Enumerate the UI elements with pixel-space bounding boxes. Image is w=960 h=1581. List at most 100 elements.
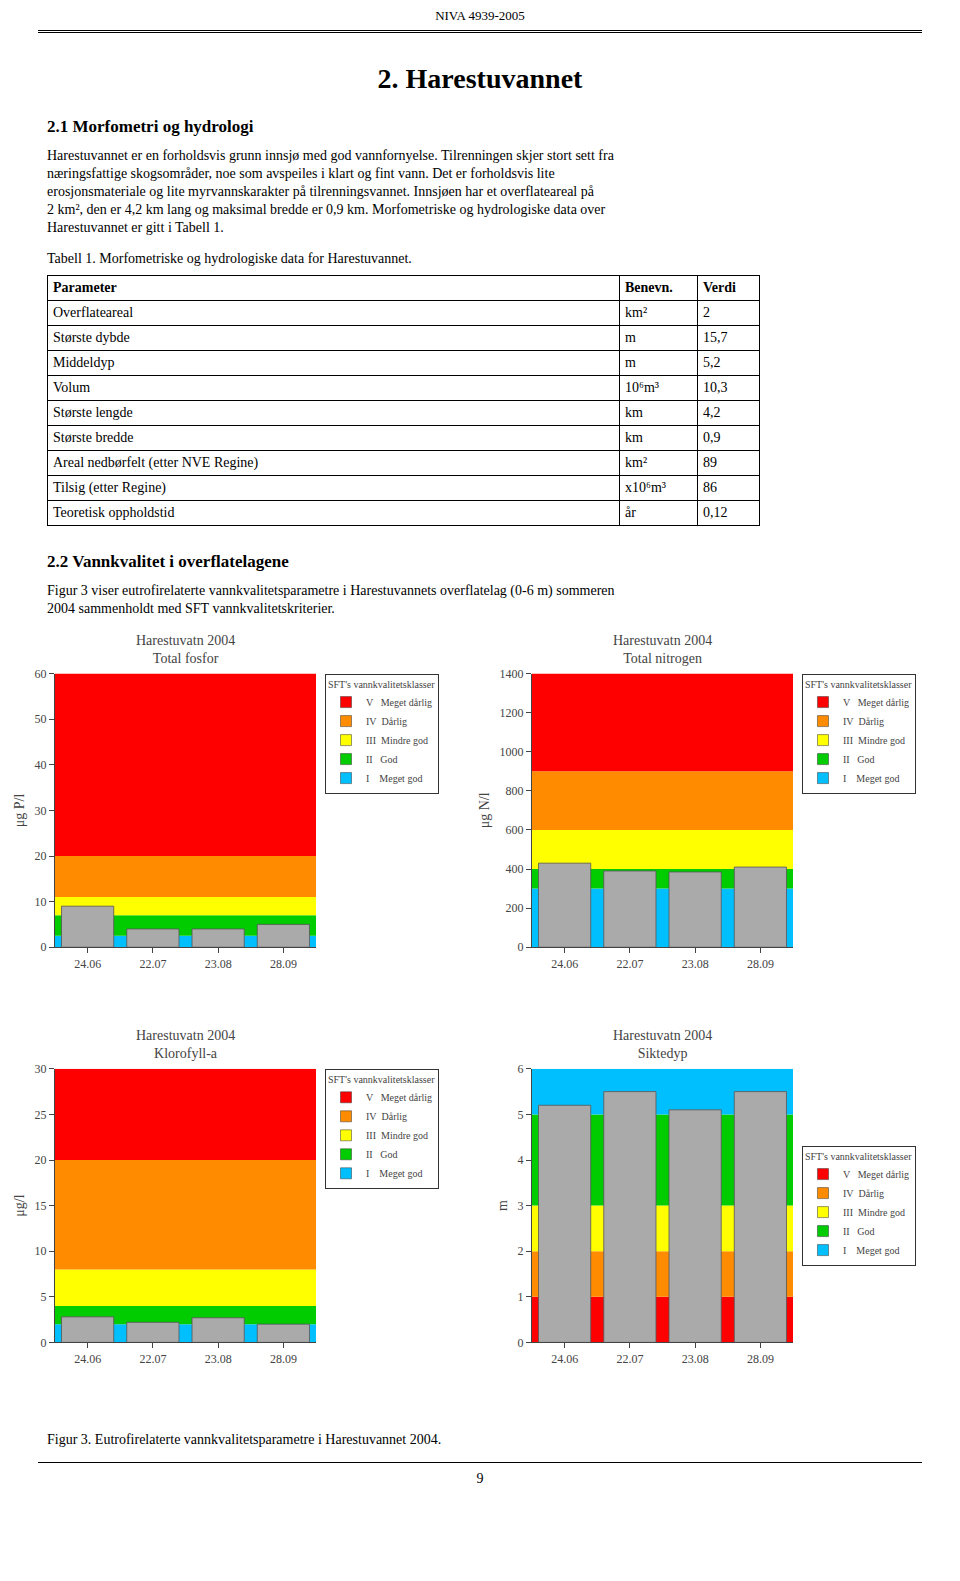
svg-text:SFT's vannkvalitetsklasser: SFT's vannkvalitetsklasser bbox=[805, 1151, 912, 1162]
html-text:Harestuvannet er en forholdsvi: Harestuvannet er en forholdsvis grunn in… bbox=[47, 148, 614, 163]
svg-text:23.08: 23.08 bbox=[682, 1352, 709, 1366]
html-text:Middeldyp: Middeldyp bbox=[53, 355, 115, 370]
svg-text:0: 0 bbox=[518, 1336, 524, 1350]
svg-text:1200: 1200 bbox=[500, 706, 524, 720]
html-text:15,7: 15,7 bbox=[703, 330, 728, 345]
html-text:Parameter: Parameter bbox=[53, 280, 117, 295]
svg-text:III Mindre god: III Mindre god bbox=[843, 735, 905, 746]
html-text:km²: km² bbox=[625, 305, 648, 320]
svg-text:I Meget god: I Meget god bbox=[366, 773, 422, 784]
svg-text:28.09: 28.09 bbox=[270, 1352, 297, 1366]
svg-text:24.06: 24.06 bbox=[551, 957, 578, 971]
svg-text:40: 40 bbox=[35, 758, 47, 772]
svg-text:IV Dårlig: IV Dårlig bbox=[843, 1188, 884, 1199]
svg-text:10: 10 bbox=[35, 895, 47, 909]
svg-text:24.06: 24.06 bbox=[74, 957, 101, 971]
svg-text:24.06: 24.06 bbox=[74, 1352, 101, 1366]
svg-text:22.07: 22.07 bbox=[139, 957, 166, 971]
svg-text:IV Dårlig: IV Dårlig bbox=[366, 1111, 407, 1122]
html-text:2.1 Morfometri og hydrologi: 2.1 Morfometri og hydrologi bbox=[47, 117, 254, 136]
svg-text:V Meget dårlig: V Meget dårlig bbox=[366, 697, 432, 708]
svg-text:0: 0 bbox=[41, 940, 47, 954]
svg-text:Harestuvatn 2004Total nitrogen: Harestuvatn 2004Total nitrogen bbox=[613, 633, 712, 666]
html-text:Benevn.: Benevn. bbox=[625, 280, 673, 295]
svg-text:6: 6 bbox=[518, 1062, 524, 1076]
svg-text:50: 50 bbox=[35, 712, 47, 726]
svg-text:II God: II God bbox=[366, 754, 397, 765]
svg-text:400: 400 bbox=[506, 862, 524, 876]
svg-text:24.06: 24.06 bbox=[551, 1352, 578, 1366]
svg-text:SFT's vannkvalitetsklasser: SFT's vannkvalitetsklasser bbox=[328, 679, 435, 690]
svg-text:2: 2 bbox=[518, 1244, 524, 1258]
svg-text:1400: 1400 bbox=[500, 667, 524, 681]
svg-text:20: 20 bbox=[35, 1153, 47, 1167]
svg-text:I Meget god: I Meget god bbox=[843, 773, 899, 784]
html-text:NIVA 4939-2005: NIVA 4939-2005 bbox=[435, 8, 525, 23]
svg-text:III Mindre god: III Mindre god bbox=[366, 1130, 428, 1141]
html-text:10⁶m³: 10⁶m³ bbox=[625, 380, 659, 395]
html-text:Største lengde: Største lengde bbox=[53, 405, 133, 420]
html-text:2.2 Vannkvalitet i overflatela: 2.2 Vannkvalitet i overflatelagene bbox=[47, 552, 289, 571]
svg-text:28.09: 28.09 bbox=[747, 957, 774, 971]
html-text:næringsfattige skogsområder, n: næringsfattige skogsområder, noe som avs… bbox=[47, 166, 555, 181]
svg-text:III Mindre god: III Mindre god bbox=[366, 735, 428, 746]
svg-text:23.08: 23.08 bbox=[205, 957, 232, 971]
svg-text:Harestuvatn 2004Total fosfor: Harestuvatn 2004Total fosfor bbox=[136, 633, 235, 666]
svg-text:V Meget dårlig: V Meget dårlig bbox=[843, 1169, 909, 1180]
html-text:Overflateareal: Overflateareal bbox=[53, 305, 134, 320]
svg-text:m: m bbox=[495, 1200, 510, 1211]
svg-text:Harestuvatn 2004Klorofyll-a: Harestuvatn 2004Klorofyll-a bbox=[136, 1028, 235, 1061]
html-text:2 km², den er 4,2 km lang og m: 2 km², den er 4,2 km lang og maksimal br… bbox=[47, 202, 606, 217]
svg-text:15: 15 bbox=[35, 1199, 47, 1213]
svg-text:60: 60 bbox=[35, 667, 47, 681]
svg-text:μg P/l: μg P/l bbox=[12, 794, 27, 828]
svg-text:0: 0 bbox=[518, 940, 524, 954]
html-text:erosjonsmateriale og lite myrv: erosjonsmateriale og lite myrvannskarakt… bbox=[47, 184, 594, 199]
html-text:Volum: Volum bbox=[53, 380, 91, 395]
svg-text:V Meget dårlig: V Meget dårlig bbox=[843, 697, 909, 708]
svg-text:22.07: 22.07 bbox=[616, 957, 643, 971]
svg-text:1000: 1000 bbox=[500, 745, 524, 759]
svg-text:3: 3 bbox=[518, 1199, 524, 1213]
svg-text:II God: II God bbox=[843, 1226, 874, 1237]
svg-text:25: 25 bbox=[35, 1108, 47, 1122]
html-text:Tabell 1. Morfometriske og hyd: Tabell 1. Morfometriske og hydrologiske … bbox=[47, 251, 412, 266]
svg-text:30: 30 bbox=[35, 804, 47, 818]
svg-text:II God: II God bbox=[366, 1149, 397, 1160]
svg-text:V Meget dårlig: V Meget dårlig bbox=[366, 1092, 432, 1103]
svg-text:μg/l: μg/l bbox=[12, 1194, 27, 1216]
html-text:5,2: 5,2 bbox=[703, 355, 721, 370]
html-text:Største dybde: Største dybde bbox=[53, 330, 130, 345]
svg-text:IV Dårlig: IV Dårlig bbox=[366, 716, 407, 727]
html-text:10,3: 10,3 bbox=[703, 380, 728, 395]
html-text:2. Harestuvannet: 2. Harestuvannet bbox=[377, 63, 583, 94]
svg-text:23.08: 23.08 bbox=[205, 1352, 232, 1366]
svg-text:SFT's vannkvalitetsklasser: SFT's vannkvalitetsklasser bbox=[805, 679, 912, 690]
svg-text:I Meget god: I Meget god bbox=[366, 1168, 422, 1179]
svg-text:28.09: 28.09 bbox=[747, 1352, 774, 1366]
svg-text:III Mindre god: III Mindre god bbox=[843, 1207, 905, 1218]
svg-text:22.07: 22.07 bbox=[139, 1352, 166, 1366]
svg-text:μg N/l: μg N/l bbox=[477, 792, 492, 828]
svg-text:4: 4 bbox=[518, 1153, 524, 1167]
svg-text:800: 800 bbox=[506, 784, 524, 798]
svg-text:5: 5 bbox=[41, 1290, 47, 1304]
svg-text:22.07: 22.07 bbox=[616, 1352, 643, 1366]
html-text:Verdi: Verdi bbox=[703, 280, 736, 295]
svg-text:I Meget god: I Meget god bbox=[843, 1245, 899, 1256]
html-text:Harestuvannet er gitt i Tabell: Harestuvannet er gitt i Tabell 1. bbox=[47, 220, 224, 235]
svg-text:IV Dårlig: IV Dårlig bbox=[843, 716, 884, 727]
svg-text:23.08: 23.08 bbox=[682, 957, 709, 971]
svg-text:600: 600 bbox=[506, 823, 524, 837]
svg-text:1: 1 bbox=[518, 1290, 524, 1304]
svg-text:20: 20 bbox=[35, 849, 47, 863]
svg-text:II God: II God bbox=[843, 754, 874, 765]
svg-text:30: 30 bbox=[35, 1062, 47, 1076]
svg-text:Harestuvatn 2004Siktedyp: Harestuvatn 2004Siktedyp bbox=[613, 1028, 712, 1061]
svg-text:28.09: 28.09 bbox=[270, 957, 297, 971]
svg-text:200: 200 bbox=[506, 901, 524, 915]
svg-text:10: 10 bbox=[35, 1244, 47, 1258]
svg-text:0: 0 bbox=[41, 1336, 47, 1350]
svg-text:SFT's vannkvalitetsklasser: SFT's vannkvalitetsklasser bbox=[328, 1074, 435, 1085]
svg-text:5: 5 bbox=[518, 1108, 524, 1122]
